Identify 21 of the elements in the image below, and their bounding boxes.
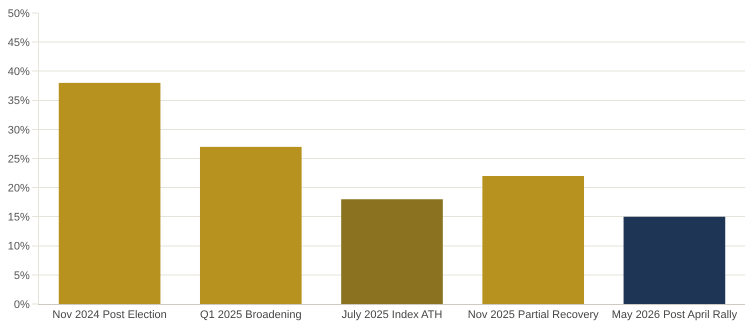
y-tick-label: 10%	[8, 240, 30, 253]
y-tick-label: 40%	[8, 66, 30, 78]
bar	[482, 176, 584, 304]
x-tick-label: May 2026 Post April Rally	[612, 309, 738, 322]
y-tick-label: 30%	[8, 124, 30, 136]
y-tick-label: 0%	[14, 298, 30, 311]
bar	[341, 199, 443, 304]
x-tick-label: July 2025 Index ATH	[342, 309, 442, 322]
bar	[624, 216, 726, 304]
y-tick-label: 35%	[8, 95, 30, 108]
y-tick-label: 15%	[8, 212, 30, 224]
y-tick-label: 20%	[8, 182, 30, 194]
y-tick-label: 45%	[8, 36, 30, 49]
x-tick-label: Nov 2024 Post Election	[52, 309, 167, 322]
y-tick-label: 25%	[8, 153, 30, 166]
y-tick-label: 5%	[14, 270, 30, 282]
bar	[200, 146, 302, 304]
y-tick-label: 50%	[8, 8, 30, 20]
x-tick-label: Nov 2025 Partial Recovery	[468, 309, 600, 322]
x-tick-label: Q1 2025 Broadening	[200, 309, 302, 322]
bar	[58, 82, 160, 304]
